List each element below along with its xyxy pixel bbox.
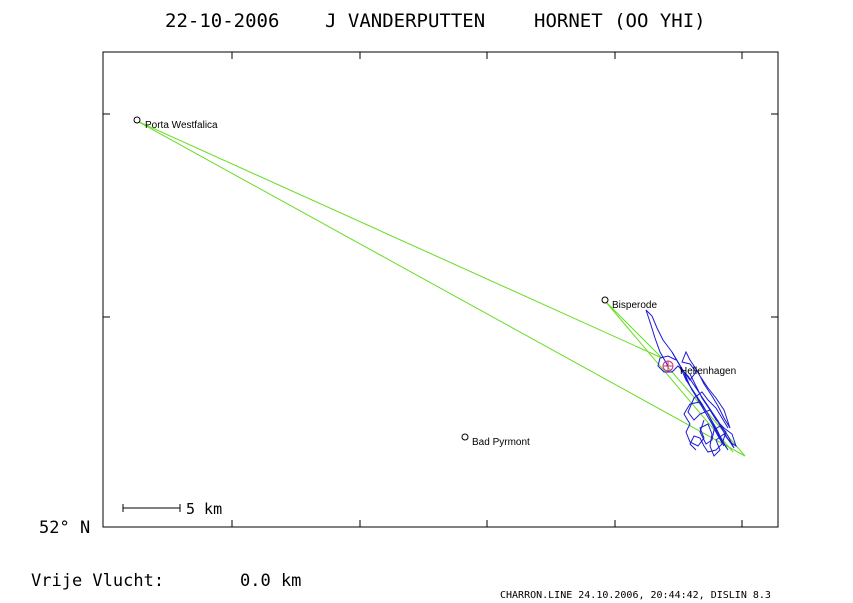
task-leg-finish-porta: [136, 120, 746, 457]
frame-ticks: [103, 52, 778, 527]
track-segment-south: [689, 419, 727, 453]
waypoint-label: Porta Westfalica: [145, 120, 218, 131]
waypoint-label: Hellenhagen: [680, 366, 736, 377]
waypoint-bad-pyrmont: Bad Pyrmont: [461, 433, 530, 448]
credit-line: CHARRON.LINE 24.10.2006, 20:44:42, DISLI…: [500, 590, 771, 601]
header-pilot: J VANDERPUTTEN: [325, 10, 485, 32]
start-marker: [662, 360, 674, 372]
waypoint-label: Bisperode: [612, 300, 657, 311]
free-flight-value: 0.0 km: [240, 571, 301, 591]
task-route: [136, 120, 746, 457]
waypoint-marker-icon: [601, 296, 609, 304]
track-segment-main: [671, 351, 735, 451]
task-leg-bisperode-finish: [604, 300, 734, 453]
waypoint-porta-westfalica: Porta Westfalica: [133, 116, 218, 131]
map-frame: [102, 51, 779, 528]
latitude-label: 52° N: [39, 518, 90, 538]
task-leg-hellenhagen-bisperode: [604, 300, 663, 359]
free-flight-label: Vrije Vlucht:: [31, 571, 164, 591]
flight-track: [645, 309, 737, 457]
scale-label: 5 km: [186, 500, 222, 518]
waypoint-bisperode: Bisperode: [601, 296, 657, 311]
waypoint-label: Bad Pyrmont: [472, 437, 530, 448]
scale-bar: [122, 504, 181, 512]
waypoint-marker-icon: [461, 433, 469, 441]
task-leg-porta-hellenhagen: [136, 120, 663, 359]
header-aircraft: HORNET (OO YHI): [534, 10, 706, 32]
track-segment-loops: [657, 350, 731, 429]
header-date: 22-10-2006: [165, 10, 279, 32]
waypoint-hellenhagen: Hellenhagen: [680, 366, 736, 377]
waypoint-marker-icon: [133, 116, 141, 124]
track-segment-west: [683, 391, 737, 457]
